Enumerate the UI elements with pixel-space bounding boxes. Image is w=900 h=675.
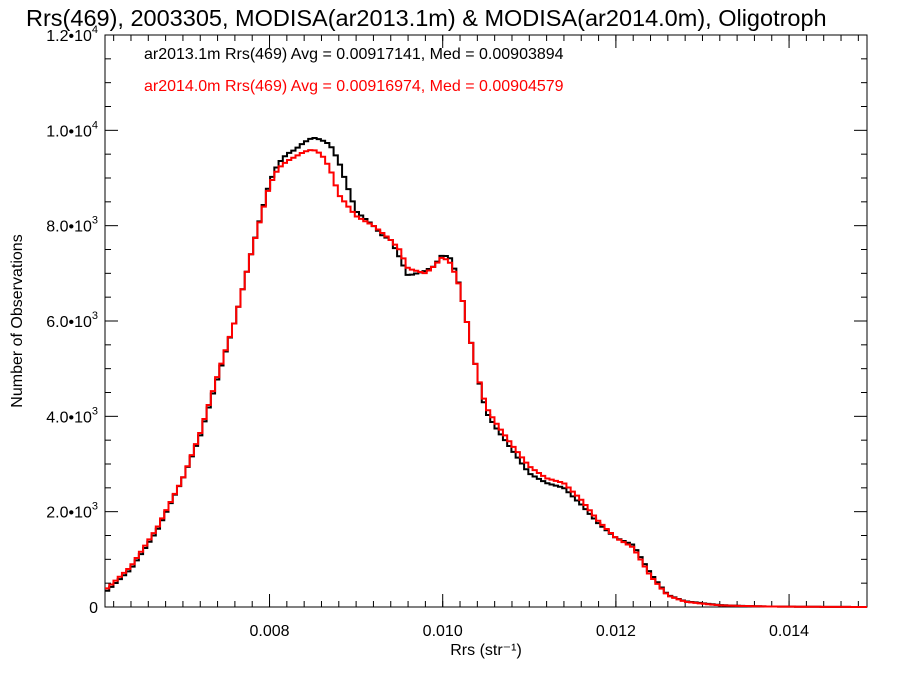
series-layer <box>105 136 867 608</box>
series-line-1 <box>105 149 867 608</box>
x-tick-label: 0.008 <box>249 623 289 640</box>
annotation-ar2013: ar2013.1m Rrs(469) Avg = 0.00917141, Med… <box>144 46 564 63</box>
y-tick-label: 1.0•104 <box>46 119 98 140</box>
x-axis: 0.008 0.010 0.012 0.014 <box>113 35 859 640</box>
y-tick-exponent: 3 <box>92 215 98 227</box>
y-tick-label: 8.0•103 <box>46 215 98 236</box>
y-tick-label: 4.0•103 <box>46 405 98 426</box>
chart-title: Rrs(469), 2003305, MODISA(ar2013.1m) & M… <box>26 5 827 31</box>
y-tick-exponent: 3 <box>92 501 98 513</box>
y-tick-label: 6.0•103 <box>46 310 98 331</box>
y-tick-exponent: 4 <box>92 24 98 36</box>
y-tick-label: 0 <box>89 600 98 617</box>
y-axis-label: Number of Observations <box>9 234 26 407</box>
annotation-ar2014: ar2014.0m Rrs(469) Avg = 0.00916974, Med… <box>144 78 564 95</box>
x-axis-label: Rrs (str⁻¹) <box>450 642 522 659</box>
x-tick-label: 0.010 <box>423 623 463 640</box>
y-tick-label: 1.2•104 <box>46 24 98 45</box>
y-tick-exponent: 4 <box>92 119 98 131</box>
plot-frame <box>104 34 868 608</box>
y-tick-exponent: 3 <box>92 405 98 417</box>
y-tick-label: 2.0•103 <box>46 501 98 522</box>
x-tick-label: 0.012 <box>596 623 636 640</box>
y-tick-exponent: 3 <box>92 310 98 322</box>
x-tick-label: 0.014 <box>769 623 809 640</box>
y-axis: 0 2.0•103 4.0•103 6.0•103 8.0•103 1.0•104 1.2•… <box>46 24 867 617</box>
